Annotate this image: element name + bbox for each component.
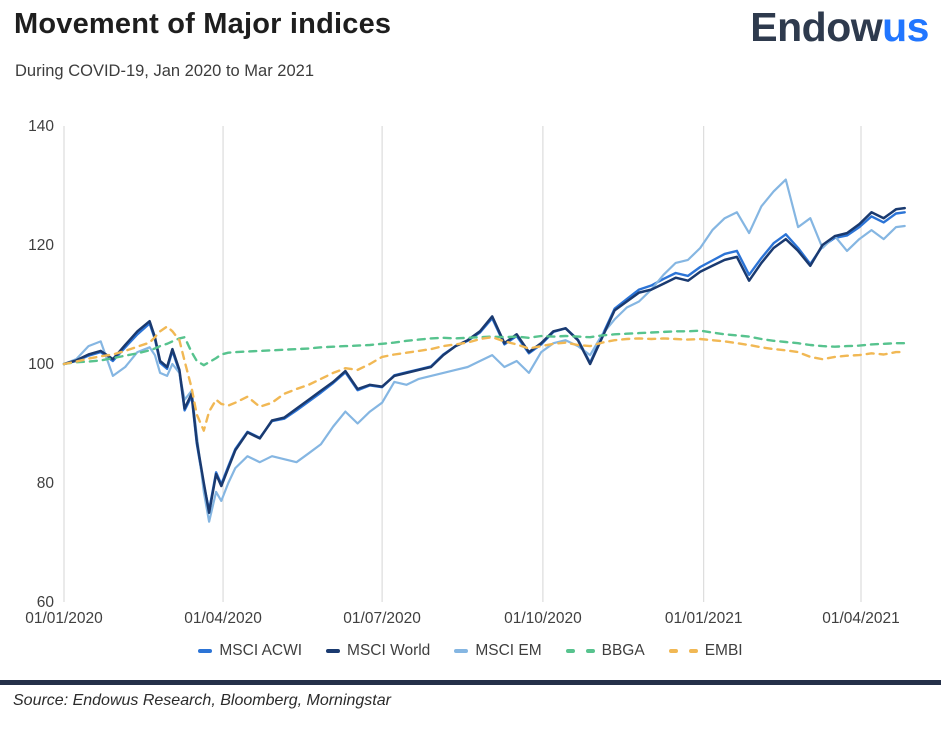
y-tick-label: 60 (37, 594, 55, 611)
x-tick-label: 01/01/2020 (25, 610, 103, 627)
logo-text-dark: Endow (750, 4, 883, 50)
legend-item-embi[interactable]: EMBI (668, 642, 743, 660)
x-tick-label: 01/04/2020 (184, 610, 262, 627)
legend-label-msci-em: MSCI EM (475, 642, 542, 659)
endowus-logo: Endowus (750, 4, 929, 51)
legend-item-bbga[interactable]: BBGA (565, 642, 645, 660)
series-line-bbga (62, 329, 906, 367)
x-tick-label: 01/01/2021 (665, 610, 743, 627)
legend-label-embi: EMBI (704, 642, 743, 659)
x-tick-label: 01/04/2021 (822, 610, 900, 627)
logo-text-blue: us (882, 4, 929, 50)
legend-label-msci-world: MSCI World (347, 642, 431, 659)
y-tick-label: 100 (28, 356, 54, 373)
source-text: Source: Endowus Research, Bloomberg, Mor… (13, 692, 391, 709)
x-tick-label: 01/07/2020 (343, 610, 421, 627)
legend-marker-bbga (585, 649, 595, 653)
series-line-msci-acwi (62, 211, 906, 512)
legend-item-msci-acwi[interactable]: MSCI ACWI (198, 642, 302, 660)
chart-subtitle: During COVID-19, Jan 2020 to Mar 2021 (15, 62, 314, 80)
legend-marker-msci-world (326, 649, 341, 653)
legend-label-bbga: BBGA (601, 642, 645, 659)
legend-marker-msci-em (454, 649, 469, 653)
page-title: Movement of Major indices (14, 8, 392, 40)
legend-item-msci-world[interactable]: MSCI World (326, 642, 430, 660)
legend-marker-embi (668, 649, 678, 653)
legend-marker-msci-acwi (198, 649, 213, 653)
series-line-embi (62, 325, 906, 432)
y-tick-label: 140 (28, 118, 54, 135)
legend-item-msci-em[interactable]: MSCI EM (454, 642, 542, 660)
legend-marker-bbga (565, 649, 575, 653)
y-tick-label: 80 (37, 475, 55, 492)
legend-marker-embi (688, 649, 698, 653)
footer-divider (0, 680, 941, 685)
y-tick-label: 120 (28, 237, 54, 254)
chart-legend: MSCI ACWI MSCI World MSCI EM BBGA EMBI (0, 642, 941, 660)
x-tick-label: 01/10/2020 (504, 610, 582, 627)
series-line-msci-world (62, 206, 906, 515)
legend-label-msci-acwi: MSCI ACWI (219, 642, 303, 659)
